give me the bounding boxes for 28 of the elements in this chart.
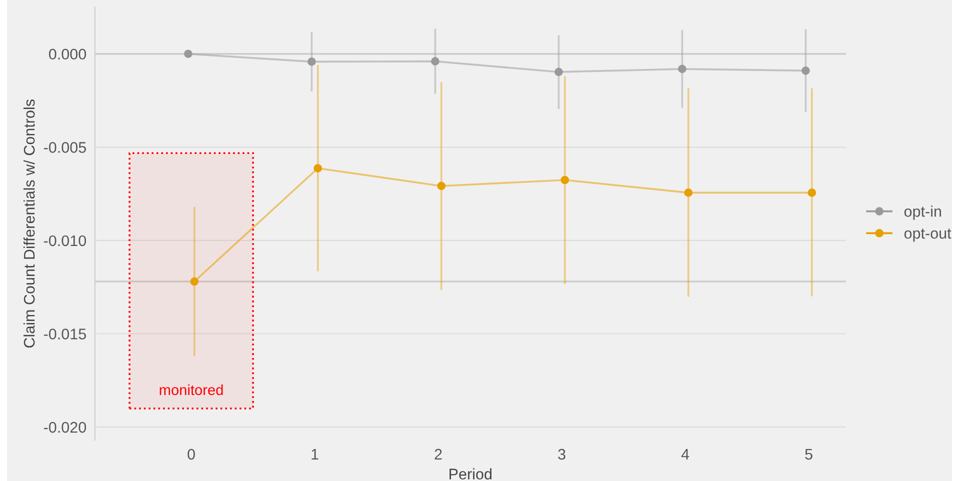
y-tick-label: -0.005 [44, 142, 86, 153]
y-tick-label: -0.010 [44, 235, 86, 246]
point [684, 188, 693, 197]
point [560, 176, 570, 184]
x-tick-label: 3 [558, 448, 566, 460]
point [554, 68, 563, 76]
x-tick-label: 4 [681, 449, 690, 460]
band-label: monitored [160, 384, 223, 396]
x-tick-label: 5 [805, 449, 812, 460]
point [437, 182, 446, 190]
y-tick-label: -0.020 [44, 422, 86, 433]
x-tick-label: 0 [188, 448, 195, 460]
point [314, 164, 322, 172]
x-tick-label: 2 [434, 448, 442, 460]
point [431, 57, 440, 66]
point [184, 50, 192, 58]
y-tick-label: -0.015 [44, 328, 86, 340]
x-axis-title: Period [450, 468, 492, 480]
point [808, 188, 816, 197]
y-axis-title: Claim Count Differentials w/ Controls [23, 100, 35, 348]
x-tick-label: 1 [312, 449, 318, 460]
legend-label: opt-in [904, 206, 941, 220]
point [190, 277, 199, 286]
point [678, 64, 686, 74]
point [308, 58, 316, 66]
point [802, 66, 810, 75]
y-tick-label: 0.000 [48, 48, 86, 60]
legend-label: opt-out [904, 228, 952, 242]
